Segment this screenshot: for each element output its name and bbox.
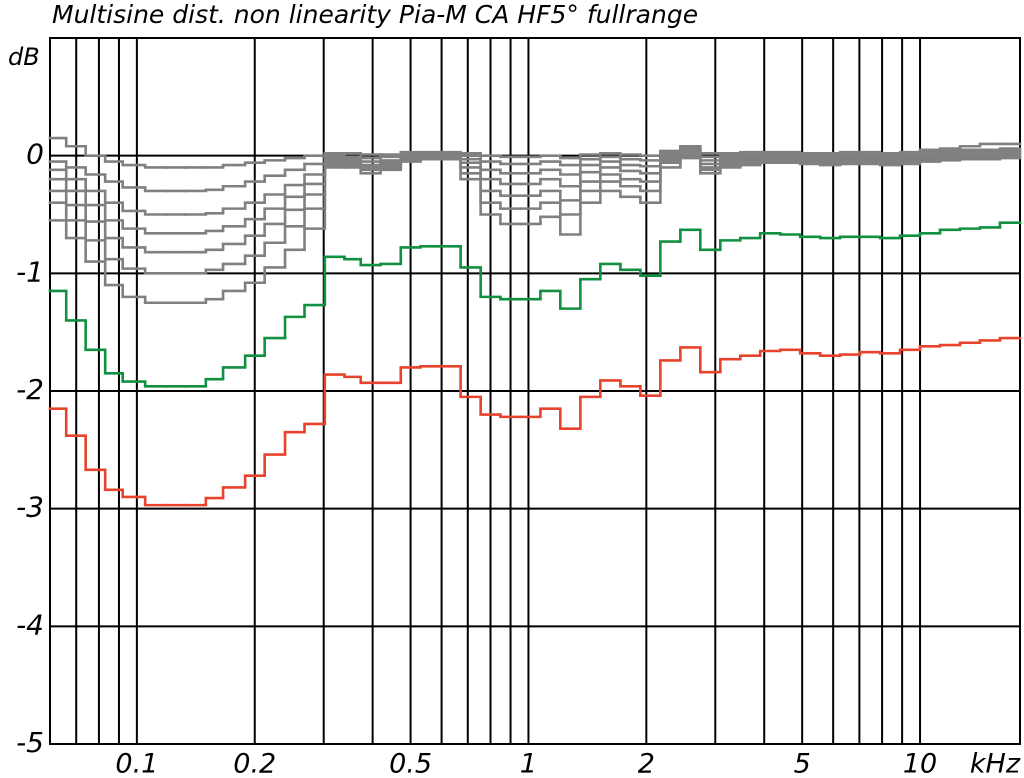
chart-title: Multisine dist. non linearity Pia-M CA H… xyxy=(52,0,698,29)
x-tick-label: 0.2 xyxy=(233,749,276,778)
y-tick-label: 0 xyxy=(26,138,44,171)
y-tick-label: -5 xyxy=(16,726,44,759)
y-tick-label: -4 xyxy=(16,608,44,641)
x-tick-label: 1 xyxy=(520,749,537,778)
x-tick-label: 0.1 xyxy=(115,749,158,778)
plot-frame xyxy=(49,37,1021,745)
x-tick-label: 5 xyxy=(794,749,811,778)
y-tick-label: -1 xyxy=(16,255,44,288)
x-axis-label: kHz xyxy=(970,749,1021,778)
y-tick-label: -3 xyxy=(16,491,44,524)
y-tick-label: -2 xyxy=(16,373,44,406)
x-tick-label: 2 xyxy=(638,749,655,778)
x-tick-label: 0.5 xyxy=(389,749,432,778)
x-tick-label: 10 xyxy=(903,749,937,778)
y-axis-label: dB xyxy=(8,43,40,71)
